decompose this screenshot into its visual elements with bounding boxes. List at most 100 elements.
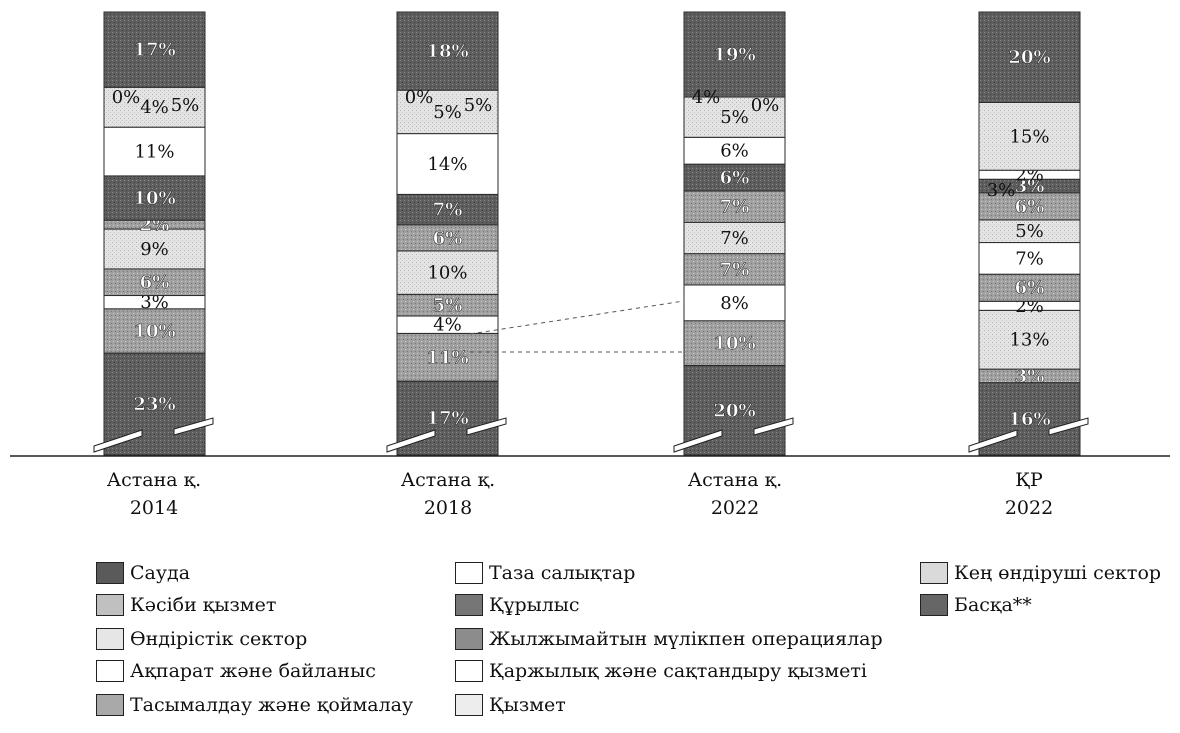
bar-segment bbox=[978, 11, 1081, 103]
axis-break-mark bbox=[753, 417, 794, 436]
segment-label: 8% bbox=[720, 293, 749, 314]
legend-label: Қаржылық және сақтандыру қызметі bbox=[489, 660, 868, 682]
extra-segment-label: 3% bbox=[987, 180, 1016, 201]
axis-break-mark bbox=[386, 429, 436, 453]
legend-item: Жылжымайтын мүлікпен операциялар bbox=[455, 628, 883, 650]
stacked-bar-chart: 23%10%3%6%9%2%10%11%4%17%0% 5%17%11%4%5%1… bbox=[10, 11, 1170, 457]
segment-label: 11% bbox=[134, 142, 174, 163]
segment-label: 10% bbox=[427, 263, 467, 284]
category-label-1: Астана қ. 2018 bbox=[368, 466, 528, 522]
segment-label: 7% bbox=[1015, 248, 1044, 269]
extra-segment-label: 5% bbox=[464, 95, 493, 116]
segment-label: 20% bbox=[1008, 47, 1050, 68]
axis-break-mark bbox=[1048, 417, 1089, 436]
legend-item: Құрылыс bbox=[455, 594, 580, 616]
connector-line-upper bbox=[469, 300, 685, 335]
legend-item: Қызмет bbox=[455, 694, 566, 716]
axis-break-mark bbox=[673, 429, 723, 453]
segment-label: 14% bbox=[427, 154, 467, 175]
segment-label: 10% bbox=[713, 333, 755, 354]
legend-label: Таза салықтар bbox=[489, 562, 636, 584]
bar-segment bbox=[396, 332, 499, 382]
category-label-0-line-1: Астана қ. bbox=[106, 469, 202, 491]
legend-swatch bbox=[455, 660, 483, 682]
legend-swatch bbox=[920, 562, 948, 584]
legend-label: Тасымалдау және қоймалау bbox=[130, 694, 414, 716]
legend-item: Тасымалдау және қоймалау bbox=[96, 694, 413, 716]
axis-break-mark bbox=[968, 429, 1018, 453]
legend-item: Ақпарат және байланыс bbox=[96, 660, 376, 682]
category-label-1-line-2: 2018 bbox=[423, 497, 473, 519]
legend-label: Ақпарат және байланыс bbox=[130, 660, 376, 682]
bar-segment bbox=[103, 11, 206, 88]
extra-segment-label: 0% bbox=[112, 87, 141, 108]
bar-segment bbox=[978, 309, 1081, 370]
bar-segment bbox=[683, 163, 786, 192]
segment-label: 6% bbox=[140, 272, 170, 293]
bar-segment bbox=[396, 133, 499, 195]
legend-swatch bbox=[920, 594, 948, 616]
segment-label: 17% bbox=[426, 408, 468, 429]
legend-label: Жылжымайтын мүлікпен операциялар bbox=[489, 628, 883, 650]
bar-segment bbox=[103, 86, 206, 128]
bar-segment bbox=[978, 101, 1081, 171]
axis-break-mark bbox=[93, 429, 143, 453]
category-label-1-line-1: Астана қ. bbox=[400, 469, 496, 491]
legend-swatch bbox=[455, 694, 483, 716]
bar-segment bbox=[978, 242, 1081, 275]
segment-label: 6% bbox=[720, 141, 749, 162]
category-label-2-line-1: Астана қ. bbox=[687, 469, 783, 491]
extra-segment-label: 5% bbox=[171, 95, 200, 116]
category-label-3: ҚР 2022 bbox=[949, 466, 1109, 522]
legend-swatch bbox=[96, 694, 124, 716]
legend-item: Басқа** bbox=[920, 594, 1032, 616]
legend-item: Қаржылық және сақтандыру қызметі bbox=[455, 660, 867, 682]
legend-swatch bbox=[96, 660, 124, 682]
segment-label: 6% bbox=[1015, 196, 1045, 217]
segment-label: 7% bbox=[433, 200, 463, 221]
segment-label: 5% bbox=[720, 107, 749, 128]
category-label-0-line-2: 2014 bbox=[129, 497, 179, 519]
segment-label: 7% bbox=[720, 197, 750, 218]
segment-label: 5% bbox=[433, 102, 462, 123]
segment-label: 6% bbox=[433, 228, 463, 249]
bar-segment bbox=[683, 190, 786, 223]
segment-label: 17% bbox=[133, 40, 175, 61]
legend-item: Кең өндіруші сектор bbox=[920, 562, 1161, 584]
legend-label: Басқа** bbox=[954, 594, 1032, 616]
legend-swatch bbox=[96, 628, 124, 650]
segment-label: 13% bbox=[1009, 330, 1049, 351]
extra-segment-label: 4% bbox=[692, 87, 721, 108]
bar-segment bbox=[683, 221, 786, 255]
bar-segment bbox=[683, 253, 786, 286]
bar-segment bbox=[103, 175, 206, 221]
segment-label: 15% bbox=[1009, 126, 1049, 147]
legend-item: Кәсіби қызмет bbox=[96, 594, 276, 616]
segment-label: 4% bbox=[140, 97, 169, 118]
bar-segment bbox=[396, 11, 499, 91]
segment-label: 3% bbox=[1015, 366, 1045, 387]
segment-label: 18% bbox=[426, 41, 468, 62]
segment-label: 7% bbox=[720, 259, 750, 280]
category-label-0: Астана қ. 2014 bbox=[74, 466, 234, 522]
segment-label: 23% bbox=[133, 394, 175, 415]
segment-label: 3% bbox=[140, 292, 169, 313]
bar-segment bbox=[103, 126, 206, 177]
legend-label: Өндірістік сектор bbox=[130, 628, 308, 650]
segment-label: 10% bbox=[133, 321, 175, 342]
bar-segment bbox=[683, 136, 786, 165]
segment-label: 19% bbox=[713, 45, 755, 66]
category-label-2-line-2: 2022 bbox=[710, 497, 760, 519]
legend-swatch bbox=[455, 594, 483, 616]
legend-item: Өндірістік сектор bbox=[96, 628, 307, 650]
segment-label: 11% bbox=[426, 347, 468, 368]
category-label-3-line-2: 2022 bbox=[1004, 497, 1054, 519]
extra-segment-label: 0% bbox=[405, 87, 434, 108]
axis-break-mark bbox=[466, 417, 507, 436]
bar-segment bbox=[396, 250, 499, 295]
axis-break-mark bbox=[173, 417, 214, 436]
segment-label: 20% bbox=[713, 400, 755, 421]
bar-segment bbox=[683, 320, 786, 367]
segment-label: 16% bbox=[1008, 409, 1050, 430]
segment-label: 9% bbox=[140, 239, 169, 260]
